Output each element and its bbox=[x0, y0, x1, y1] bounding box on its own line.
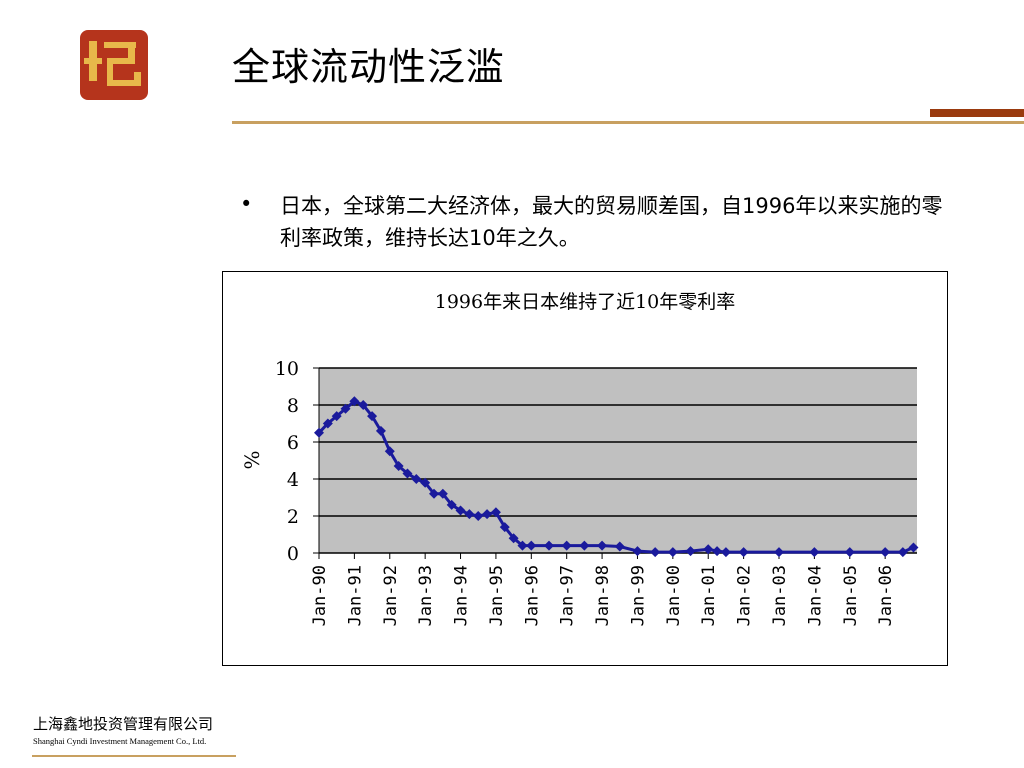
data-point bbox=[614, 541, 625, 552]
data-point bbox=[384, 446, 395, 457]
x-tick-label: Jan-90 bbox=[310, 565, 330, 626]
y-tick-label: 10 bbox=[275, 358, 299, 380]
data-point bbox=[367, 411, 378, 422]
x-tick-label: Jan-91 bbox=[345, 565, 365, 626]
x-tick-label: Jan-98 bbox=[593, 565, 613, 626]
data-point bbox=[358, 400, 369, 410]
x-tick-label: Jan-03 bbox=[770, 565, 790, 626]
data-point bbox=[844, 547, 855, 558]
data-point bbox=[880, 547, 891, 558]
data-point bbox=[490, 507, 501, 518]
data-point bbox=[544, 540, 554, 551]
data-point bbox=[446, 499, 457, 510]
data-point bbox=[482, 509, 493, 520]
data-point bbox=[437, 488, 448, 499]
plot-area bbox=[319, 368, 917, 553]
data-point bbox=[508, 533, 519, 544]
interest-rate-chart: 1996年来日本维持了近10年零利率 % 0 2 4 6 8 10 Jan-90 Jan-91… bbox=[240, 291, 919, 626]
data-point bbox=[517, 540, 528, 551]
data-point bbox=[774, 547, 784, 558]
y-axis-label: % bbox=[240, 450, 264, 469]
x-tick-label: Jan-96 bbox=[522, 565, 542, 626]
footer-rule bbox=[32, 755, 236, 757]
bullet-marker: • bbox=[240, 192, 253, 216]
data-point bbox=[331, 411, 342, 422]
data-point bbox=[632, 546, 643, 557]
data-point bbox=[908, 542, 919, 553]
data-point bbox=[473, 511, 484, 521]
data-point bbox=[464, 509, 475, 520]
data-point bbox=[809, 547, 820, 558]
y-tick-label: 4 bbox=[287, 469, 299, 491]
data-point bbox=[499, 522, 510, 533]
data-point bbox=[685, 546, 696, 557]
data-point bbox=[526, 540, 537, 551]
data-point bbox=[897, 547, 908, 558]
header-accent-rule bbox=[930, 109, 1024, 117]
x-tick-label: Jan-95 bbox=[487, 565, 507, 626]
data-point bbox=[322, 418, 333, 429]
data-point bbox=[650, 547, 661, 558]
data-point bbox=[402, 468, 413, 479]
data-point bbox=[349, 396, 360, 407]
x-tick-label: Jan-93 bbox=[416, 565, 436, 626]
data-point bbox=[667, 547, 678, 558]
x-tick-label: Jan-94 bbox=[452, 565, 472, 626]
x-tick-label: Jan-97 bbox=[558, 565, 578, 626]
x-tick-label: Jan-92 bbox=[381, 565, 401, 626]
data-point bbox=[340, 403, 351, 414]
data-point bbox=[429, 488, 439, 499]
company-logo bbox=[78, 28, 150, 102]
x-tick-label: Jan-01 bbox=[699, 565, 719, 626]
y-tick-label: 2 bbox=[287, 506, 299, 528]
data-point bbox=[420, 477, 431, 488]
y-tick-label: 8 bbox=[287, 395, 299, 417]
x-tick-label: Jan-02 bbox=[735, 565, 755, 626]
y-tick-label: 6 bbox=[287, 432, 299, 454]
chart-frame: 1996年来日本维持了近10年零利率 % 0 2 4 6 8 10 Jan-90 Jan-91… bbox=[222, 271, 948, 666]
data-point bbox=[703, 544, 714, 555]
x-tick-label: Jan-99 bbox=[628, 565, 648, 626]
data-point bbox=[375, 425, 386, 436]
x-tick-label: Jan-04 bbox=[805, 565, 825, 626]
data-point bbox=[712, 546, 723, 557]
data-point bbox=[738, 547, 749, 558]
data-point bbox=[455, 505, 466, 516]
data-point bbox=[561, 540, 572, 551]
x-tick-label: Jan-06 bbox=[876, 565, 896, 626]
data-point bbox=[411, 474, 422, 484]
data-point bbox=[720, 547, 731, 558]
footer-company-en: Shanghai Cyndi Investment Management Co.… bbox=[33, 736, 207, 746]
footer-company-cn: 上海鑫地投资管理有限公司 bbox=[33, 715, 214, 733]
data-point bbox=[597, 540, 608, 551]
bullet-text: 日本，全球第二大经济体，最大的贸易顺差国，自1996年以来实施的零利率政策，维持… bbox=[280, 194, 943, 250]
header-rule bbox=[232, 121, 1024, 124]
data-point bbox=[579, 540, 590, 551]
page-title: 全球流动性泛滥 bbox=[232, 45, 506, 89]
x-tick-label: Jan-00 bbox=[664, 565, 684, 626]
data-point bbox=[393, 461, 404, 472]
y-tick-label: 0 bbox=[287, 543, 299, 565]
data-point bbox=[314, 427, 324, 438]
x-tick-label: Jan-05 bbox=[841, 565, 861, 626]
chart-title: 1996年来日本维持了近10年零利率 bbox=[435, 291, 736, 313]
